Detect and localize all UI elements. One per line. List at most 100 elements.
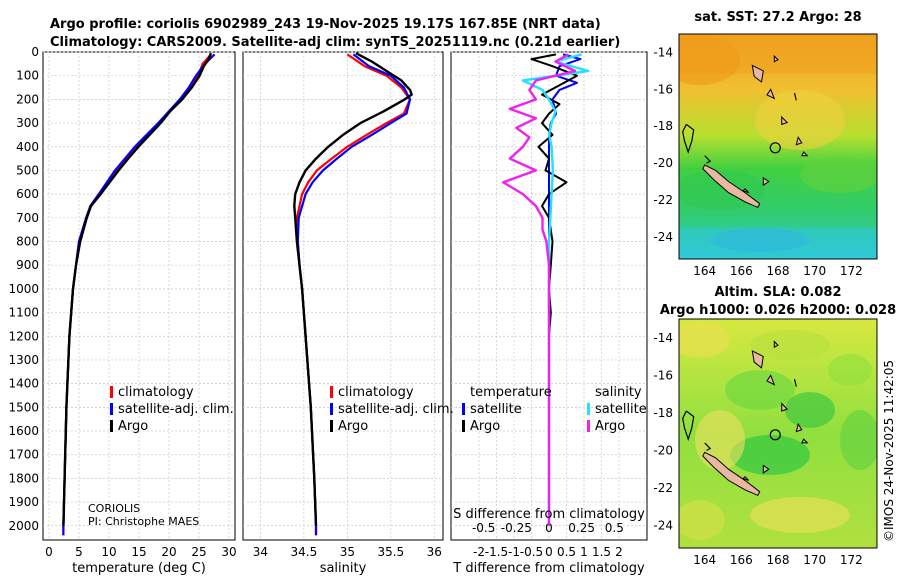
map-lon-tick-label: 166	[730, 264, 753, 278]
salinity-panel-frame	[242, 51, 444, 541]
vanuatu-erromango	[795, 422, 803, 433]
map-lon-tick-label: 166	[730, 553, 753, 567]
depth-tick-label: 200	[16, 92, 39, 106]
top-tick-label: 0.5	[605, 521, 624, 535]
legend-t-argo-label: Argo	[470, 419, 500, 434]
difference-top-label: S difference from climatology	[453, 507, 645, 522]
depth-tick-label: 1200	[8, 329, 39, 343]
x-tick-label: -2	[473, 545, 485, 559]
new-caledonia-island	[702, 164, 761, 209]
map-lon-tick-label: 172	[840, 264, 863, 278]
vanuatu-malekula	[766, 374, 776, 386]
sla-map-title: Altim. SLA: 0.082	[715, 285, 842, 300]
legend-climatology-label: climatology	[338, 385, 414, 400]
map-lat-tick-label: -22	[653, 193, 673, 207]
x-tick-label: 34	[253, 545, 268, 559]
depth-tick-label: 1100	[8, 306, 39, 320]
x-tick-label: 36	[427, 545, 442, 559]
series-line-argo	[293, 52, 413, 526]
depth-tick-label: 700	[16, 211, 39, 225]
profile-series	[62, 52, 590, 536]
x-tick-label: 1	[580, 545, 588, 559]
legend-t-satellite-label: satellite	[470, 402, 522, 417]
vanuatu-banks	[773, 340, 779, 349]
depth-tick-label: 1600	[8, 424, 39, 438]
legend-argo-swatch	[110, 420, 113, 432]
legend-t-satellite-swatch	[462, 403, 465, 415]
institution-label: CORIOLIS	[88, 502, 140, 515]
sla-map-ticks: 164 166 168 170 172 -14 -16 -18 -20 -22 -24	[653, 331, 862, 567]
vanuatu-efate	[781, 402, 789, 412]
timestamp-label: ©IMOS 24-Nov-2025 11:42:05	[882, 359, 896, 542]
legend-s-argo-label: Argo	[595, 419, 625, 434]
sst-map-ticks: 164 166 168 170 172 -14 -16 -18 -20 -22 -24	[653, 45, 862, 278]
x-tick-label: 34.5	[291, 545, 318, 559]
map-lat-tick-label: -24	[653, 230, 673, 244]
map-lon-tick-label: 164	[693, 264, 716, 278]
vanuatu-efate	[781, 115, 789, 126]
top-tick-label: -0.5	[472, 521, 495, 535]
depth-tick-label: 1000	[8, 282, 39, 296]
map-lon-tick-label: 170	[803, 553, 826, 567]
map-lon-tick-label: 168	[767, 264, 790, 278]
legend-argo-swatch	[330, 420, 333, 432]
series-line-salinity-argo	[502, 53, 577, 526]
depth-tick-label: 800	[16, 235, 39, 249]
legend-t-argo-swatch	[462, 420, 465, 432]
salinity-legend: climatology satellite-adj. clim. Argo	[330, 385, 454, 434]
x-tick-label: -1.5	[485, 545, 508, 559]
map-lat-tick-label: -20	[653, 443, 673, 457]
legend-satellite-swatch	[110, 403, 113, 415]
depth-tick-label: 300	[16, 116, 39, 130]
legend-argo-label: Argo	[118, 419, 148, 434]
legend-satellite-label: satellite-adj. clim.	[118, 402, 234, 417]
x-tick-label: 25	[191, 545, 206, 559]
sst-map-frame	[678, 33, 878, 260]
legend-s-satellite-swatch	[587, 403, 590, 415]
temperature-xlabel: temperature (deg C)	[72, 561, 206, 576]
depth-tick-label: 900	[16, 258, 39, 272]
x-tick-label: 1.5	[592, 545, 611, 559]
map-lat-tick-label: -18	[653, 119, 673, 133]
sst-coastlines	[682, 54, 809, 209]
x-tick-label: 10	[101, 545, 116, 559]
vanuatu-santo	[751, 350, 764, 369]
x-tick-label: 15	[131, 545, 146, 559]
difference-legend-salinity: salinity satellite Argo	[587, 385, 647, 434]
x-tick-label: 35.5	[377, 545, 404, 559]
depth-tick-label: 1900	[8, 495, 39, 509]
legend-climatology-swatch	[110, 386, 113, 398]
loyalty-lifou	[762, 464, 770, 474]
x-tick-label: 35	[340, 545, 355, 559]
temperature-legend: climatology satellite-adj. clim. Argo	[110, 385, 234, 434]
x-tick-label: 0	[545, 545, 553, 559]
map-lat-tick-label: -18	[653, 406, 673, 420]
x-tick-label: 5	[75, 545, 83, 559]
x-tick-label: -0.5	[520, 545, 543, 559]
vanuatu-tanna	[800, 438, 809, 444]
legend-satellite-swatch	[330, 403, 333, 415]
northern-lagoon-reef	[704, 442, 712, 451]
legend-temperature-title: temperature	[470, 385, 552, 400]
northern-lagoon-reef	[704, 155, 712, 164]
top-tick-label: 0.25	[568, 521, 595, 535]
x-tick-label: 0	[45, 545, 53, 559]
vanuatu-malekula	[766, 88, 776, 100]
chesterfield-reef	[682, 123, 695, 154]
loyalty-lifou	[762, 176, 770, 187]
depth-tick-label: 100	[16, 69, 39, 83]
legend-satellite-label: satellite-adj. clim.	[338, 402, 454, 417]
sla-coastlines	[682, 340, 809, 497]
map-lat-tick-label: -14	[653, 331, 673, 345]
x-tick-label: 30	[221, 545, 236, 559]
series-line-salinity-satellite	[521, 53, 590, 526]
header-line-1: Argo profile: coriolis 6902989_243 19-No…	[50, 17, 601, 32]
series-line-temperature-argo	[530, 53, 578, 526]
depth-tick-label: 1400	[8, 377, 39, 391]
loyalty-mare	[742, 475, 750, 481]
vanuatu-banks	[773, 54, 779, 63]
legend-climatology-label: climatology	[118, 385, 194, 400]
map-lat-tick-label: -22	[653, 481, 673, 495]
series-line-temperature-satellite	[548, 53, 582, 526]
